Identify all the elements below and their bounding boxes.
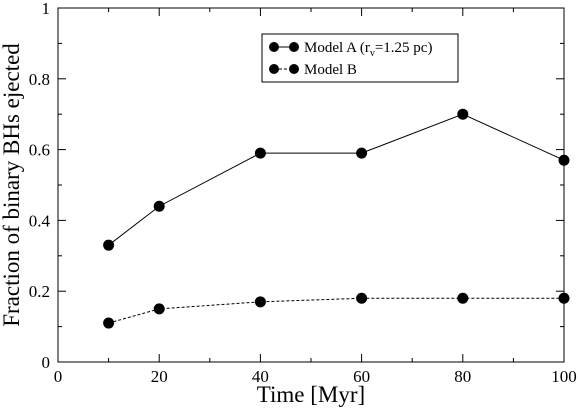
series-1-point: [356, 292, 368, 304]
legend-label-model-b: Model B: [304, 62, 357, 78]
y-tick-label: 0.4: [29, 211, 51, 230]
y-tick-label: 0.2: [29, 282, 50, 301]
series-0-point: [457, 108, 469, 120]
series-0-point: [254, 147, 266, 159]
legend-marker-model-b-2: [289, 64, 299, 74]
x-axis-title: Time [Myr]: [257, 382, 365, 407]
legend-marker-model-a-1: [269, 42, 279, 52]
x-tick-label: 60: [353, 367, 370, 386]
legend: Model A (rv=1.25 pc) Model B: [261, 33, 459, 83]
axis-ticks: 0 20 40 60 80 100 0 0.2 0.4 0.6 0.8 1: [29, 0, 577, 386]
series-0-point: [356, 147, 368, 159]
legend-marker-model-a-2: [289, 42, 299, 52]
series-line-1: [108, 297, 564, 324]
series-line-0: [108, 113, 565, 246]
series-1-point: [254, 296, 266, 308]
series-layer: [103, 108, 570, 329]
series-0-point: [153, 200, 165, 212]
y-tick-label: 1: [42, 0, 51, 18]
series-1-point: [103, 317, 115, 329]
series-1-point: [153, 303, 165, 315]
legend-label-model-a: Model A (rv=1.25 pc): [304, 40, 432, 59]
x-tick-label: 100: [551, 367, 577, 386]
series-0-point: [558, 154, 570, 166]
series-0-point: [103, 239, 115, 251]
legend-marker-model-b-1: [269, 64, 279, 74]
legend-box: [261, 33, 459, 83]
y-axis-title: Fraction of binary BHs ejected: [0, 43, 24, 327]
y-tick-label: 0.6: [29, 141, 50, 160]
x-tick-label: 0: [54, 367, 63, 386]
series-1-point: [457, 292, 469, 304]
series-1-point: [558, 292, 570, 304]
x-tick-label: 20: [151, 367, 168, 386]
y-tick-label: 0: [42, 353, 51, 372]
y-tick-label: 0.8: [29, 70, 50, 89]
x-tick-label: 40: [252, 367, 269, 386]
x-tick-label: 80: [454, 367, 471, 386]
